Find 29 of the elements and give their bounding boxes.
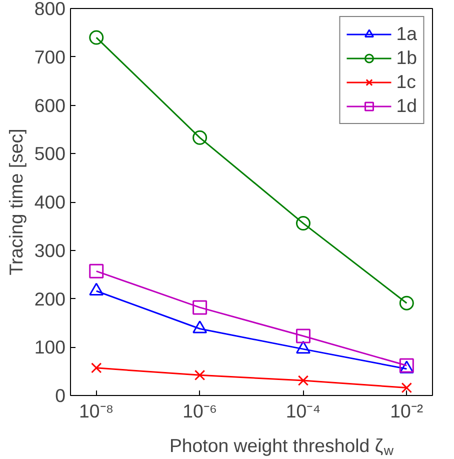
point bbox=[192, 130, 208, 145]
x-tick-label: 10⁻⁸ bbox=[79, 400, 114, 422]
point bbox=[89, 264, 104, 278]
legend-label: 1d bbox=[396, 95, 417, 117]
point bbox=[194, 370, 206, 381]
point bbox=[399, 296, 414, 310]
point bbox=[401, 382, 412, 394]
y-tick-label: 500 bbox=[34, 143, 66, 164]
x-tick-label: 10⁻⁶ bbox=[182, 400, 218, 422]
y-tick-label: 300 bbox=[34, 240, 66, 261]
y-axis-title: Tracing time [sec] bbox=[5, 128, 26, 276]
y-tick-label: 800 bbox=[34, 0, 66, 19]
legend-label: 1a bbox=[396, 23, 417, 45]
y-tick-label: 200 bbox=[34, 288, 66, 310]
point bbox=[296, 216, 310, 231]
point bbox=[298, 375, 309, 386]
legend-label: 1b bbox=[396, 47, 417, 69]
point bbox=[91, 362, 102, 374]
x-tick-label: 10⁻⁴ bbox=[286, 400, 321, 422]
y-tick-label: 700 bbox=[34, 46, 66, 68]
point bbox=[296, 328, 310, 344]
y-tick-label: 400 bbox=[34, 192, 66, 212]
point bbox=[192, 300, 208, 315]
legend-label: 1c bbox=[396, 71, 416, 93]
y-tick-label: 0 bbox=[55, 385, 66, 406]
x-tick-label: 10⁻² bbox=[390, 400, 424, 422]
point bbox=[89, 30, 104, 45]
y-tick-label: 600 bbox=[34, 94, 66, 116]
y-tick-label: 100 bbox=[34, 336, 66, 358]
